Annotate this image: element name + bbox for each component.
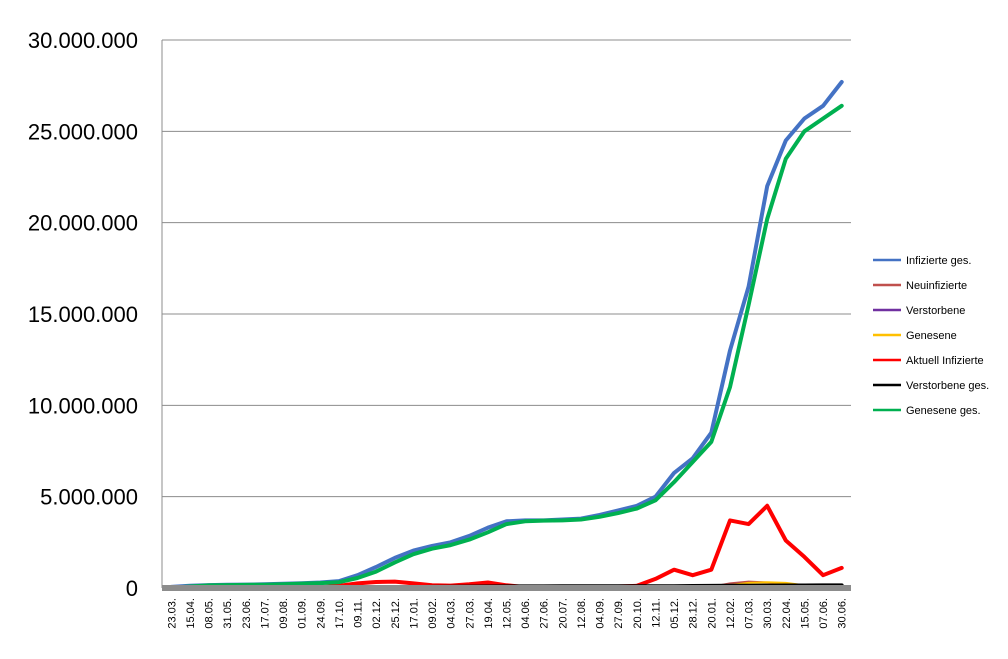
x-tick-label: 12.11. <box>650 598 662 628</box>
x-tick-label: 28.12. <box>688 598 700 629</box>
x-tick-label: 01.09. <box>297 598 309 629</box>
x-tick-label: 05.12. <box>669 598 681 629</box>
x-tick-label: 12.02. <box>725 598 737 629</box>
x-axis <box>161 40 851 591</box>
y-tick-label: 25.000.000 <box>28 119 138 144</box>
x-tick-label: 22.04. <box>781 598 793 629</box>
legend-label: Infizierte ges. <box>906 255 971 267</box>
series-lines <box>169 80 844 590</box>
x-tick-label: 20.01. <box>706 598 718 629</box>
legend-label: Aktuell Infizierte <box>906 355 984 367</box>
x-tick-label: 09.11. <box>353 598 365 628</box>
legend-label: Verstorbene <box>906 305 965 317</box>
y-tick-label: 30.000.000 <box>28 28 138 53</box>
series-line-6 <box>169 103 844 590</box>
y-tick-label: 20.000.000 <box>28 211 138 236</box>
x-tick-label: 08.05. <box>204 598 216 629</box>
y-tick-label: 15.000.000 <box>28 302 138 327</box>
x-axis-line <box>162 585 851 591</box>
x-axis-tick-labels: 23.03. 15.04. 08.05. 31.05. 23.06. 17.07. 09.0… <box>166 598 848 629</box>
y-tick-label: 5.000.000 <box>40 485 138 510</box>
y-tick-label: 10.000.000 <box>28 393 138 418</box>
x-tick-label: 07.06. <box>818 598 830 629</box>
y-tick-label: 0 <box>126 576 138 601</box>
legend-label: Verstorbene ges. <box>906 380 989 392</box>
x-tick-label: 27.06. <box>539 598 551 629</box>
x-tick-label: 30.03. <box>762 598 774 629</box>
x-tick-label: 27.03. <box>464 598 476 629</box>
x-tick-label: 17.01. <box>408 598 420 629</box>
x-tick-label: 27.09. <box>613 598 625 629</box>
x-tick-label: 20.10. <box>632 598 644 629</box>
x-tick-label: 19.04. <box>483 598 495 629</box>
x-tick-label: 09.08. <box>278 598 290 629</box>
x-tick-label: 15.04. <box>185 598 197 629</box>
x-tick-label: 09.02. <box>427 598 439 629</box>
x-tick-label: 25.12. <box>390 598 402 629</box>
x-tick-label: 12.08. <box>576 598 588 629</box>
x-tick-label: 23.03. <box>166 598 178 629</box>
x-tick-label: 30.06. <box>837 598 849 629</box>
legend: Infizierte ges. Neuinfizierte Verstorbene G… <box>873 255 989 417</box>
x-tick-label: 20.07. <box>557 598 569 629</box>
x-tick-label: 24.09. <box>315 598 327 629</box>
legend-label: Genesene ges. <box>906 405 981 417</box>
legend-label: Neuinfizierte <box>906 280 967 292</box>
x-tick-label: 31.05. <box>222 598 234 629</box>
y-axis-tick-labels: 0 5.000.000 10.000.000 15.000.000 20.000.000… <box>28 28 138 601</box>
x-tick-label: 17.07. <box>259 598 271 629</box>
x-tick-label: 23.06. <box>241 598 253 629</box>
x-tick-label: 07.03. <box>744 598 756 629</box>
x-tick-label: 12.05. <box>502 598 514 629</box>
legend-label: Genesene <box>906 330 957 342</box>
x-tick-label: 02.12. <box>371 598 383 629</box>
x-tick-label: 17.10. <box>334 598 346 629</box>
series-line-4 <box>169 503 844 590</box>
gridlines <box>162 39 851 498</box>
x-tick-label: 04.03. <box>446 598 458 629</box>
x-tick-label: 04.09. <box>595 598 607 629</box>
x-tick-label: 15.05. <box>799 598 811 629</box>
x-tick-label: 04.06. <box>520 598 532 629</box>
